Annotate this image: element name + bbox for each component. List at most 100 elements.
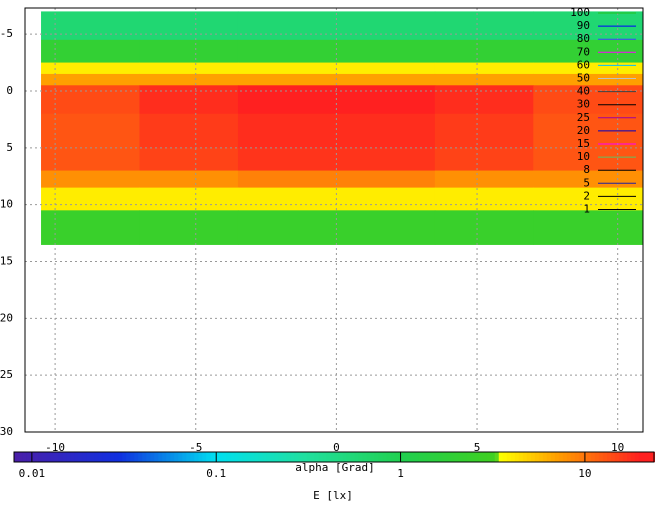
- colorbar-swatch: [198, 452, 203, 462]
- heatmap-cell: [336, 113, 436, 149]
- colorbar-swatch: [342, 452, 348, 462]
- heatmap-cell: [237, 147, 337, 172]
- colorbar-swatch: [362, 452, 368, 462]
- colorbar-swatch: [410, 452, 416, 462]
- heatmap-cell: [41, 39, 140, 64]
- legend-label: 50: [577, 72, 590, 85]
- colorbar-swatch: [566, 452, 572, 462]
- heatmap-cell: [139, 170, 239, 189]
- heatmap-cell: [533, 62, 644, 75]
- heatmap-cell: [434, 85, 534, 115]
- legend-label: 60: [577, 58, 590, 71]
- colorbar-swatch: [338, 452, 344, 462]
- colorbar-swatch: [598, 452, 604, 462]
- legend-label: 70: [577, 45, 590, 58]
- heatmap-cell: [434, 39, 534, 64]
- x-tick-label: 5: [474, 441, 481, 454]
- heatmap-cell: [139, 113, 239, 149]
- colorbar-swatch: [374, 452, 380, 462]
- heatmap-cell: [41, 170, 140, 189]
- x-tick-label: -10: [45, 441, 65, 454]
- colorbar-swatch: [602, 452, 608, 462]
- heatmap-cell: [139, 85, 239, 115]
- colorbar-swatch: [150, 452, 155, 462]
- colorbar-swatch: [46, 452, 51, 462]
- colorbar-swatch: [218, 452, 223, 462]
- colorbar-swatch: [522, 452, 528, 462]
- colorbar-tick-label: 0.1: [206, 467, 226, 480]
- legend-label: 20: [577, 124, 590, 137]
- heatmap-cell: [434, 62, 534, 75]
- colorbar-swatch: [290, 452, 296, 462]
- y-tick-label: 30: [0, 425, 13, 438]
- colorbar-swatch: [478, 452, 484, 462]
- colorbar-swatch: [534, 452, 540, 462]
- legend-label: 25: [577, 111, 590, 124]
- heatmap-cell: [434, 187, 534, 211]
- heatmap-cell: [139, 210, 239, 245]
- colorbar-swatch: [238, 452, 243, 462]
- heatmap-cell: [139, 73, 239, 86]
- colorbar-swatch: [518, 452, 524, 462]
- colorbar-swatch: [54, 452, 59, 462]
- colorbar-swatch: [538, 452, 544, 462]
- colorbar-swatch: [642, 452, 648, 462]
- colorbar-swatch: [434, 452, 440, 462]
- x-axis-label: alpha [Grad]: [295, 461, 374, 474]
- legend-label: 40: [577, 85, 590, 98]
- colorbar-swatch: [306, 452, 312, 462]
- colorbar-swatch: [442, 452, 448, 462]
- colorbar-swatch: [294, 452, 300, 462]
- heatmap-cell: [434, 147, 534, 172]
- heatmap-cell: [336, 85, 436, 115]
- heatmap-cell: [41, 113, 140, 149]
- heatmap-cell: [434, 113, 534, 149]
- colorbar-swatch: [462, 452, 468, 462]
- colorbar-swatch: [486, 452, 492, 462]
- y-tick-label: 0: [6, 84, 13, 97]
- colorbar-swatch: [210, 452, 215, 462]
- colorbar-swatch: [626, 452, 632, 462]
- colorbar-swatch: [446, 452, 452, 462]
- colorbar-swatch: [162, 452, 167, 462]
- colorbar-swatch: [326, 452, 332, 462]
- colorbar-swatch: [438, 452, 444, 462]
- colorbar-swatch: [26, 452, 31, 462]
- colorbar-swatch: [282, 452, 288, 462]
- heatmap-cell: [336, 39, 436, 64]
- colorbar-swatch: [594, 452, 600, 462]
- heatmap-cell: [237, 11, 337, 41]
- heatmap-cell: [41, 85, 140, 115]
- y-tick-label: -5: [0, 27, 13, 40]
- heatmap-cell: [41, 11, 140, 41]
- colorbar-swatch: [502, 452, 508, 462]
- colorbar-swatch: [550, 452, 556, 462]
- colorbar-swatch: [422, 452, 428, 462]
- colorbar-swatch: [274, 452, 280, 462]
- colorbar-swatch: [474, 452, 480, 462]
- colorbar-swatch: [186, 452, 191, 462]
- colorbar-swatch: [562, 452, 568, 462]
- colorbar-swatch: [350, 452, 356, 462]
- colorbar-swatch: [78, 452, 83, 462]
- colorbar-swatch: [530, 452, 536, 462]
- colorbar-swatch: [234, 452, 239, 462]
- colorbar-swatch: [358, 452, 364, 462]
- heatmap-cell: [336, 210, 436, 245]
- heatmap-cell: [237, 62, 337, 75]
- y-tick-label: 5: [6, 141, 13, 154]
- colorbar-swatch: [194, 452, 199, 462]
- colorbar-swatch: [382, 452, 388, 462]
- colorbar-swatch: [302, 452, 308, 462]
- colorbar-swatch: [138, 452, 143, 462]
- colorbar-swatch: [402, 452, 408, 462]
- heatmap-cell: [237, 187, 337, 211]
- colorbar-swatch: [66, 452, 71, 462]
- colorbar-swatch: [190, 452, 195, 462]
- legend-label: 2: [583, 189, 590, 202]
- heatmap-cell: [139, 147, 239, 172]
- heatmap-cell: [434, 11, 534, 41]
- colorbar-tick-label: 0.01: [19, 467, 46, 480]
